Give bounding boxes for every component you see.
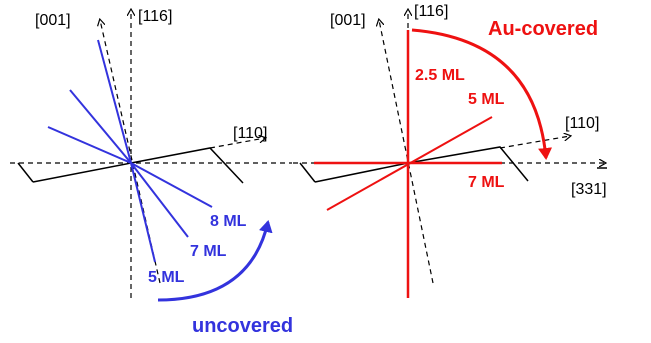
right-axis-110 <box>499 136 570 149</box>
right-label-5ml: 5 ML <box>468 91 505 108</box>
left-plane-edge <box>32 147 244 184</box>
right-covered-arrow <box>411 28 553 160</box>
right-plane-edge <box>314 146 529 183</box>
left-label-5ml: 5 ML <box>148 269 185 286</box>
right-panel: [001] [116] [110] [331] 2.5 ML 5 ML 7 ML… <box>293 3 607 298</box>
left-panel: [001] [116] [110] 8 ML 7 ML 5 ML uncover… <box>10 8 293 337</box>
left-label-116: [116] <box>138 8 172 25</box>
left-uncovered-arrow <box>157 220 273 302</box>
right-axis-001 <box>379 20 434 284</box>
right-label-2p5ml: 2.5 ML <box>415 67 465 84</box>
right-label-331: [331] <box>571 181 607 198</box>
left-label-7ml: 7 ML <box>190 243 227 260</box>
left-blue-line-2 <box>130 162 213 208</box>
left-blue-line-1 <box>69 89 132 164</box>
right-caption-au-covered: Au-covered <box>488 18 598 40</box>
left-blue-line-3 <box>47 126 132 164</box>
right-label-110: [110] <box>565 115 599 132</box>
right-plane-left-tick <box>299 162 316 183</box>
left-label-001: [001] <box>35 12 71 29</box>
right-label-7ml: 7 ML <box>468 174 505 191</box>
left-blue-line-4 <box>130 162 189 238</box>
left-caption-uncovered: uncovered <box>192 315 293 337</box>
right-red-diagonal <box>326 116 493 211</box>
right-label-116: [116] <box>414 3 448 20</box>
left-label-8ml: 8 ML <box>210 213 247 230</box>
left-blue-line-5 <box>97 39 132 164</box>
left-label-110: [110] <box>233 125 267 142</box>
left-plane-left-tick <box>17 162 34 183</box>
left-axis-110 <box>209 138 265 149</box>
left-blue-line-6 <box>130 162 156 263</box>
right-label-001: [001] <box>330 12 366 29</box>
